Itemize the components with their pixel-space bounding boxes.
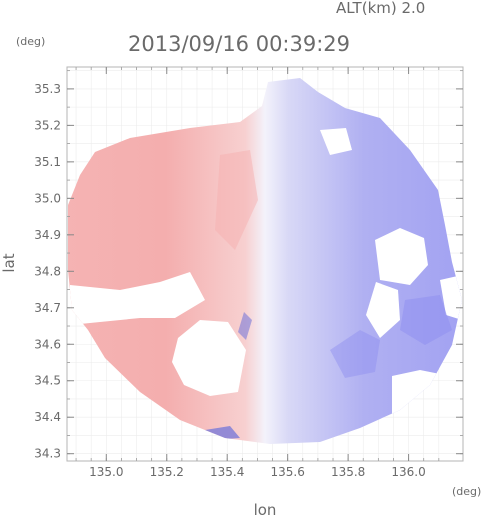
x-unit-label: (deg) (452, 485, 481, 498)
y-tick-label: 34.7 (34, 301, 61, 315)
chart-title: 2013/09/16 00:39:29 (128, 32, 350, 56)
strong-echo-patch (215, 150, 258, 250)
no-echo-gap (70, 272, 205, 325)
echo-field (68, 78, 462, 444)
y-tick-label: 34.5 (34, 374, 61, 388)
x-tick-label: 135.6 (270, 465, 304, 479)
strong-echo-patch (238, 312, 252, 340)
y-tick-label: 34.9 (34, 228, 61, 242)
y-axis-label: lat (0, 253, 18, 272)
no-echo-gap (172, 320, 246, 396)
x-tick-label: 135.4 (210, 465, 244, 479)
y-tick-label: 34.8 (34, 264, 61, 278)
y-unit-label: (deg) (16, 35, 45, 48)
y-tick-label: 34.6 (34, 337, 61, 351)
y-tick-label: 35.1 (34, 155, 61, 169)
no-echo-gap (366, 282, 400, 338)
altitude-label: ALT(km) 2.0 (336, 0, 425, 17)
x-tick-label: 135.8 (331, 465, 365, 479)
x-tick-label: 136.0 (391, 465, 425, 479)
y-tick-label: 35.2 (34, 118, 61, 132)
y-tick-label: 34.4 (34, 410, 61, 424)
y-tick-label: 34.3 (34, 447, 61, 461)
axis-ticks: 135.0 135.2 135.4 135.6 135.8 136.0 34.3 34.4 34… (34, 67, 463, 479)
no-echo-gap (375, 228, 428, 285)
x-tick-label: 135.0 (89, 465, 123, 479)
no-echo-gap (440, 275, 462, 320)
no-echo-gap (320, 128, 352, 155)
x-tick-label: 135.2 (150, 465, 184, 479)
y-tick-label: 35.0 (34, 191, 61, 205)
x-axis-label: lon (254, 501, 277, 519)
strong-echo-patch (330, 330, 380, 378)
y-tick-label: 35.3 (34, 82, 61, 96)
strong-echo-patch (400, 295, 452, 345)
